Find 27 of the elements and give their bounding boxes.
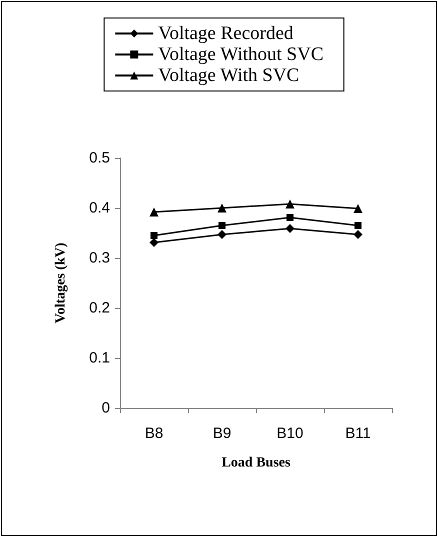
point	[150, 238, 158, 247]
point	[150, 232, 158, 239]
legend-label: Voltage Recorded	[158, 23, 294, 44]
x-axis-title: Load Buses	[222, 456, 291, 470]
y-axis-title: Voltages (kV)	[54, 242, 68, 324]
y-tick-label: 0	[102, 400, 110, 416]
point	[218, 230, 226, 239]
point	[218, 222, 226, 229]
y-tick-label: 0.1	[89, 350, 110, 366]
y-tick-label: 0.4	[89, 200, 110, 216]
legend-label: Voltage With SVC	[158, 65, 300, 86]
point	[286, 200, 294, 208]
legend-label: Voltage Without SVC	[158, 44, 324, 65]
point	[218, 204, 226, 212]
x-tick-label: B10	[276, 425, 304, 442]
x-tick-label: B8	[144, 425, 164, 442]
point	[354, 222, 362, 229]
point	[354, 204, 362, 213]
y-tick-label: 0.5	[89, 150, 110, 166]
x-tick-label: B11	[345, 425, 371, 442]
point	[150, 208, 158, 216]
point	[354, 230, 362, 239]
point	[286, 224, 294, 233]
x-tick-label: B9	[212, 425, 232, 442]
y-tick-label: 0.3	[89, 250, 110, 266]
y-tick-label: 0.2	[89, 300, 110, 316]
point	[286, 214, 294, 221]
